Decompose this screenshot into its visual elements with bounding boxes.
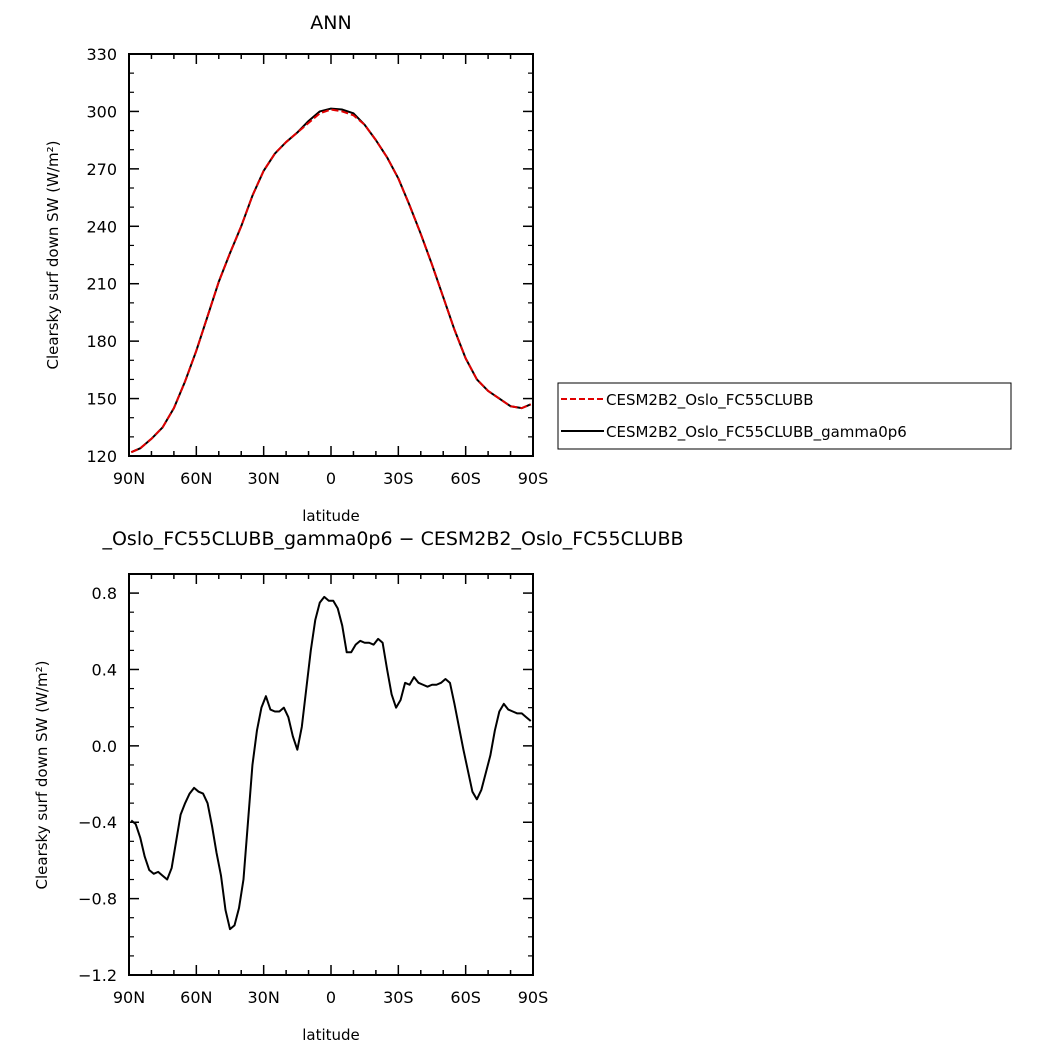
y-tick-label: 150 bbox=[86, 390, 117, 409]
y-tick-label: −0.4 bbox=[78, 813, 117, 832]
y-tick-label: 0.0 bbox=[92, 737, 117, 756]
legend-label-exp: CESM2B2_Oslo_FC55CLUBB_gamma0p6 bbox=[606, 423, 907, 442]
x-tick-label: 30S bbox=[383, 469, 414, 488]
y-tick-label: 300 bbox=[86, 102, 117, 121]
top-panel: ANN 90N 60N 30N 0 30S 60S 90S 120 150 180 210 240 27… bbox=[44, 12, 1012, 525]
plot-frame-1 bbox=[128, 573, 534, 976]
bottom-chart-title: _Oslo_FC55CLUBB_gamma0p6 − CESM2B2_Oslo_… bbox=[101, 528, 683, 550]
y-tick-label: 240 bbox=[86, 217, 117, 236]
x-tick-label: 0 bbox=[326, 469, 336, 488]
y-tick-label: −1.2 bbox=[78, 966, 117, 985]
x-tick-label: 30N bbox=[248, 988, 280, 1007]
x-tick-label: 90N bbox=[113, 988, 145, 1007]
bottom-y-axis-label: Clearsky surf down SW (W/m²) bbox=[33, 661, 51, 890]
top-chart-title: ANN bbox=[310, 12, 351, 34]
legend-label-ctrl: CESM2B2_Oslo_FC55CLUBB bbox=[606, 391, 814, 410]
y-tick-label: 0.8 bbox=[92, 584, 117, 603]
x-tick-label: 60S bbox=[450, 988, 481, 1007]
y-tick-label: 120 bbox=[86, 447, 117, 466]
series-line-0-0 bbox=[130, 108, 532, 454]
x-tick-label: 30N bbox=[248, 469, 280, 488]
x-tick-label: 60N bbox=[180, 469, 212, 488]
y-tick-label: 330 bbox=[86, 45, 117, 64]
series-line-1-0 bbox=[130, 595, 532, 931]
y-tick-label: 180 bbox=[86, 332, 117, 351]
bottom-panel: _Oslo_FC55CLUBB_gamma0p6 − CESM2B2_Oslo_… bbox=[33, 528, 684, 1044]
legend-box bbox=[557, 382, 1012, 450]
x-tick-label: 90S bbox=[518, 988, 549, 1007]
x-tick-label: 60S bbox=[450, 469, 481, 488]
x-tick-label: 90S bbox=[518, 469, 549, 488]
top-x-axis-label: latitude bbox=[302, 507, 360, 525]
top-plot-area: 90N 60N 30N 0 30S 60S 90S 120 150 180 210 240 270 300… bbox=[86, 45, 548, 488]
y-tick-label: 270 bbox=[86, 160, 117, 179]
y-tick-label: 0.4 bbox=[92, 660, 117, 679]
x-tick-label: 60N bbox=[180, 988, 212, 1007]
bottom-plot-area: 90N 60N 30N 0 30S 60S 90S −1.2 −0.8 −0.4 0.0 0.4 0.8 bbox=[78, 573, 549, 1007]
x-tick-label: 90N bbox=[113, 469, 145, 488]
series-line-0-1 bbox=[130, 107, 532, 454]
x-tick-label: 0 bbox=[326, 988, 336, 1007]
bottom-x-axis-label: latitude bbox=[302, 1026, 360, 1044]
plot-frame-0 bbox=[128, 53, 534, 457]
y-tick-label: −0.8 bbox=[78, 890, 117, 909]
y-tick-label: 210 bbox=[86, 275, 117, 294]
top-y-axis-label: Clearsky surf down SW (W/m²) bbox=[44, 141, 62, 370]
x-tick-label: 30S bbox=[383, 988, 414, 1007]
legend: CESM2B2_Oslo_FC55CLUBB CESM2B2_Oslo_FC55… bbox=[557, 382, 1012, 450]
